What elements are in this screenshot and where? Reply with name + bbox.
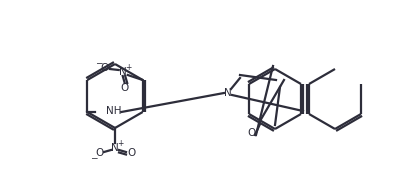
Text: O: O [95, 148, 103, 158]
Text: −: − [95, 58, 103, 67]
Text: O: O [101, 63, 109, 73]
Text: −: − [90, 153, 98, 162]
Text: O: O [121, 83, 129, 93]
Text: N: N [111, 143, 119, 153]
Text: N: N [224, 88, 232, 98]
Text: NH: NH [106, 106, 121, 116]
Text: O: O [248, 128, 256, 138]
Text: N: N [119, 67, 127, 77]
Text: +: + [125, 63, 131, 72]
Text: +: + [117, 139, 124, 148]
Text: O: O [127, 148, 135, 158]
